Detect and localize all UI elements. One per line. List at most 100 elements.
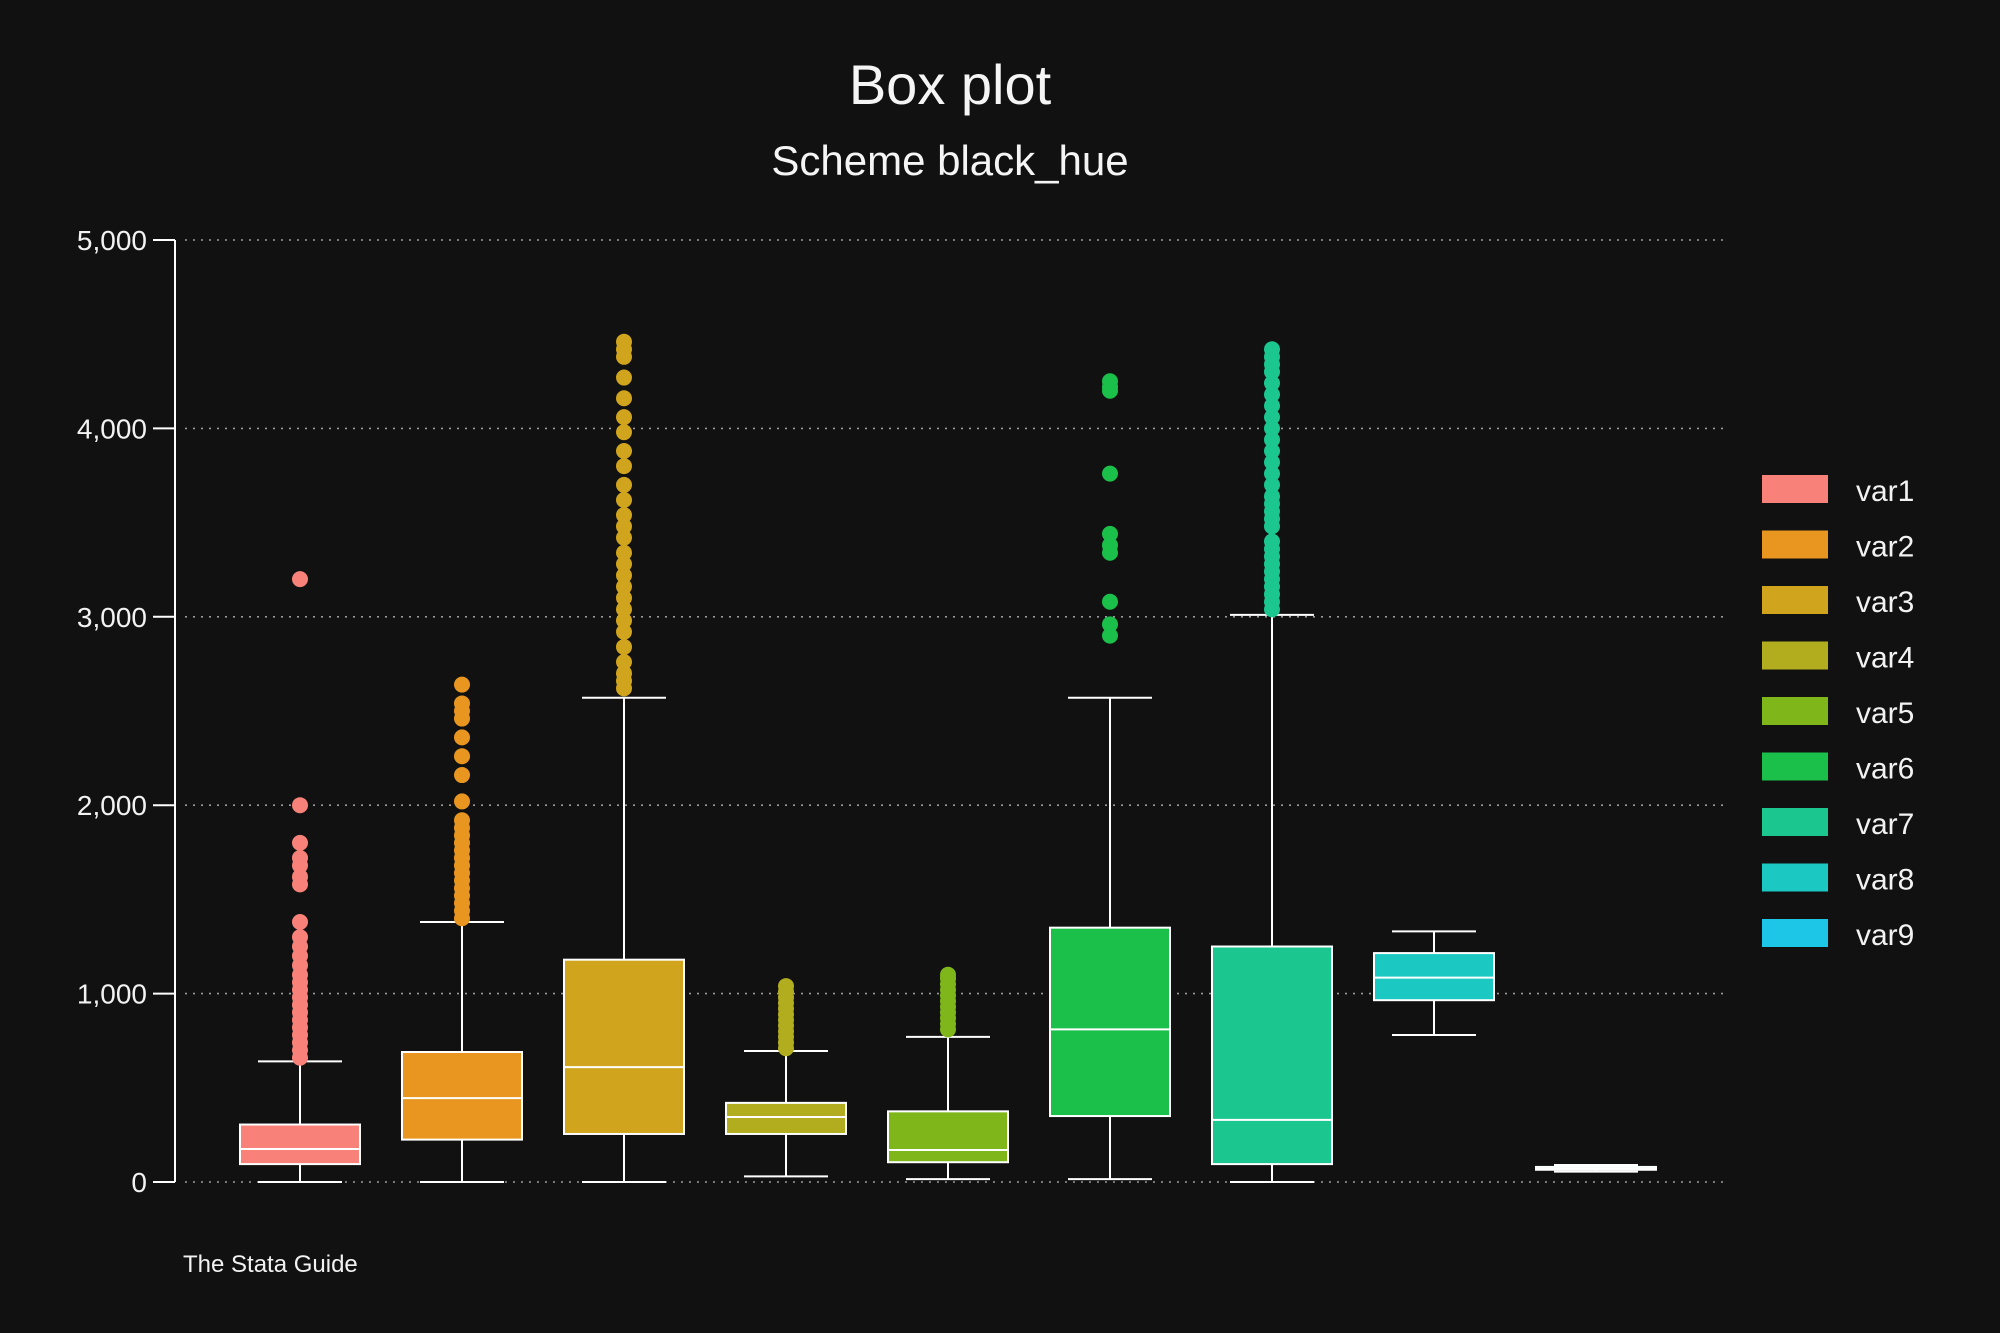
box-iqr bbox=[1211, 945, 1333, 1166]
legend-label-var4: var4 bbox=[1856, 642, 1914, 675]
outlier-point bbox=[1264, 397, 1280, 414]
outlier-point bbox=[454, 695, 470, 712]
y-tick-label: 4,000 bbox=[77, 413, 147, 444]
legend-label-var8: var8 bbox=[1856, 864, 1914, 897]
y-tick-label: 3,000 bbox=[77, 602, 147, 633]
box-var3 bbox=[563, 333, 685, 1183]
outlier-point bbox=[454, 767, 470, 784]
outlier-point bbox=[1264, 341, 1280, 358]
box-var5 bbox=[887, 966, 1009, 1181]
chart-title: Box plot bbox=[849, 53, 1052, 116]
legend-label-var7: var7 bbox=[1856, 808, 1914, 841]
source-note: The Stata Guide bbox=[183, 1251, 358, 1278]
outlier-point bbox=[616, 556, 632, 573]
box-var8 bbox=[1373, 930, 1495, 1037]
outlier-point bbox=[1264, 420, 1280, 437]
outlier-point bbox=[1264, 431, 1280, 448]
outlier-point bbox=[616, 665, 632, 682]
outlier-point bbox=[616, 529, 632, 546]
outlier-point bbox=[292, 849, 308, 866]
outlier-point bbox=[1102, 525, 1118, 542]
outlier-point bbox=[292, 834, 308, 851]
outlier-point bbox=[616, 476, 632, 493]
outlier-point bbox=[616, 623, 632, 640]
outlier-point bbox=[292, 571, 308, 588]
outlier-point bbox=[616, 638, 632, 655]
outlier-point bbox=[616, 578, 632, 595]
outlier-point bbox=[616, 424, 632, 441]
outlier-point bbox=[1102, 537, 1118, 554]
outlier-point bbox=[454, 729, 470, 746]
outlier-point bbox=[1102, 373, 1118, 390]
y-tick-label: 0 bbox=[131, 1167, 147, 1198]
outlier-point bbox=[1102, 593, 1118, 610]
outlier-point bbox=[616, 589, 632, 606]
outlier-point bbox=[1264, 454, 1280, 471]
box-iqr bbox=[563, 958, 685, 1135]
outlier-point bbox=[1102, 465, 1118, 482]
outlier-point bbox=[292, 914, 308, 931]
outlier-point bbox=[1264, 488, 1280, 505]
box-var7 bbox=[1211, 341, 1333, 1183]
outlier-point bbox=[778, 978, 794, 995]
y-axis: 0 1,000 2,000 3,000 4,000 5,000 bbox=[77, 225, 176, 1198]
outlier-point bbox=[1264, 465, 1280, 482]
outlier-point bbox=[616, 409, 632, 426]
outlier-point bbox=[454, 812, 470, 829]
y-tick-label: 1,000 bbox=[77, 979, 147, 1010]
outlier-point bbox=[616, 612, 632, 629]
outlier-point bbox=[1264, 375, 1280, 392]
outlier-point bbox=[616, 654, 632, 671]
outlier-point bbox=[292, 868, 308, 885]
legend-swatch-var2 bbox=[1762, 530, 1828, 559]
outlier-point bbox=[1264, 476, 1280, 493]
box-iqr bbox=[239, 1123, 361, 1166]
y-tick-label: 2,000 bbox=[77, 790, 147, 821]
outlier-point bbox=[616, 491, 632, 508]
outlier-point bbox=[1102, 616, 1118, 633]
box-series-group bbox=[239, 333, 1657, 1183]
outlier-point bbox=[616, 458, 632, 475]
outlier-point bbox=[616, 443, 632, 460]
legend-swatch-var8 bbox=[1762, 863, 1828, 892]
gridlines bbox=[185, 239, 1725, 1183]
legend-label-var9: var9 bbox=[1856, 919, 1914, 952]
legend-label-var6: var6 bbox=[1856, 753, 1914, 786]
outlier-point bbox=[616, 567, 632, 584]
legend: var1 var2 var3 var4 var5 var6 var7 var8 var9 bbox=[1762, 475, 1914, 952]
box-var6 bbox=[1049, 373, 1171, 1181]
y-tick-label: 5,000 bbox=[77, 225, 147, 256]
outlier-point bbox=[454, 676, 470, 693]
box-var2 bbox=[401, 676, 523, 1183]
legend-swatch-var4 bbox=[1762, 641, 1828, 670]
legend-label-var2: var2 bbox=[1856, 531, 1914, 564]
outlier-point bbox=[616, 390, 632, 407]
outlier-point bbox=[616, 518, 632, 535]
box-var9 bbox=[1535, 1164, 1657, 1173]
box-iqr bbox=[401, 1051, 523, 1141]
box-var1 bbox=[239, 571, 361, 1183]
box-iqr bbox=[725, 1101, 847, 1135]
outlier-point bbox=[1264, 386, 1280, 403]
outlier-point bbox=[1264, 409, 1280, 426]
legend-swatch-var1 bbox=[1762, 475, 1828, 503]
outlier-point bbox=[1102, 627, 1118, 644]
legend-swatch-var5 bbox=[1762, 697, 1828, 725]
legend-swatch-var3 bbox=[1762, 586, 1828, 614]
legend-swatch-var7 bbox=[1762, 808, 1828, 836]
outlier-point bbox=[616, 601, 632, 618]
legend-swatch-var6 bbox=[1762, 752, 1828, 781]
outlier-point bbox=[940, 966, 956, 983]
outlier-point bbox=[454, 793, 470, 810]
legend-swatch-var9 bbox=[1762, 919, 1828, 947]
outlier-point bbox=[292, 929, 308, 946]
outlier-point bbox=[1264, 443, 1280, 460]
box-iqr bbox=[887, 1110, 1009, 1164]
outlier-point bbox=[292, 797, 308, 814]
outlier-point bbox=[616, 507, 632, 524]
outlier-point bbox=[1264, 533, 1280, 550]
legend-label-var3: var3 bbox=[1856, 586, 1914, 619]
outlier-point bbox=[454, 748, 470, 765]
outlier-point bbox=[616, 544, 632, 561]
